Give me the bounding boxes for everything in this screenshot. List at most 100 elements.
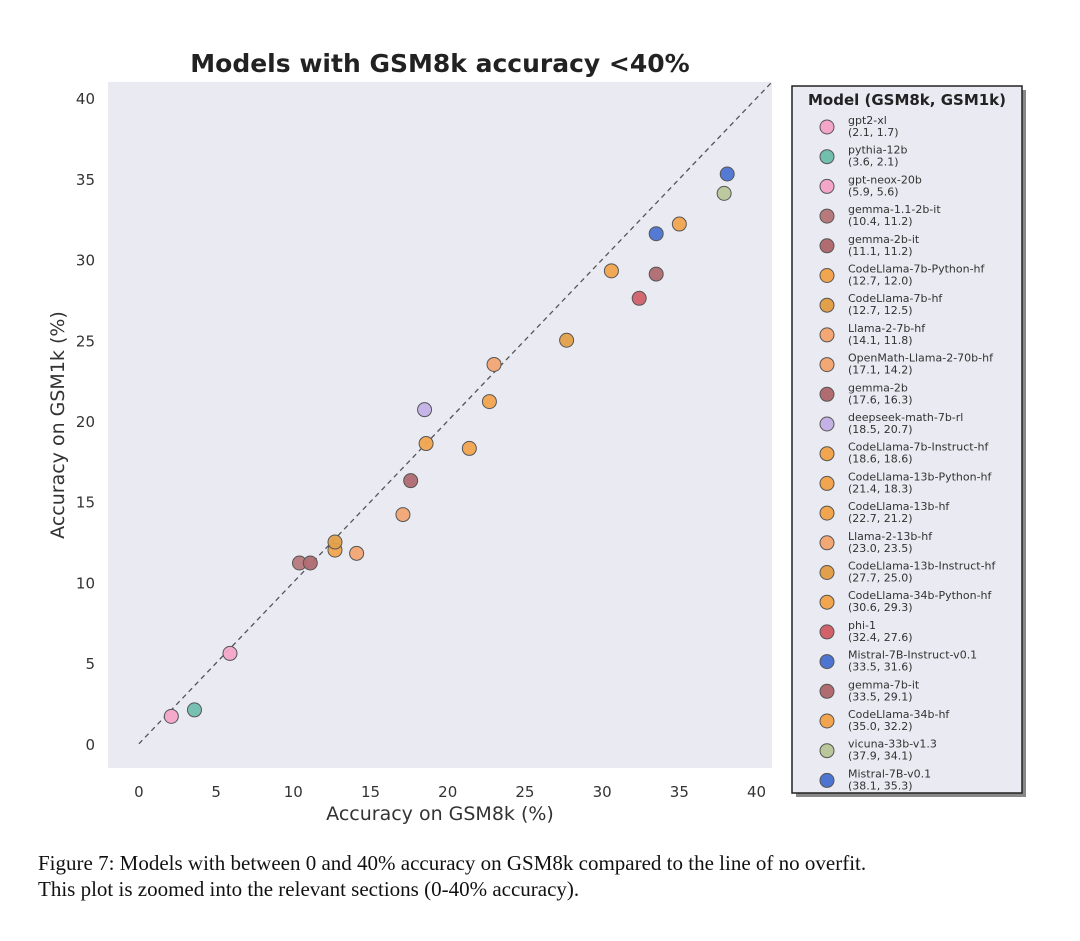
x-tick-labels: 0 5 10 15 20 25 30 35 40 (134, 783, 766, 801)
legend-marker (819, 416, 835, 432)
data-points (163, 166, 735, 724)
legend-model-name: phi-1 (848, 619, 876, 632)
legend-marker (819, 327, 835, 343)
legend-model-values: (12.7, 12.5) (848, 304, 913, 317)
figure-caption: Figure 7: Models with between 0 and 40% … (38, 850, 1068, 902)
legend-model-name: CodeLlama-34b-Python-hf (848, 589, 993, 602)
legend-model-values: (17.1, 14.2) (848, 364, 913, 377)
y-tick-label: 30 (76, 252, 95, 270)
x-tick-label: 20 (438, 783, 457, 801)
x-tick-label: 25 (515, 783, 534, 801)
legend-model-values: (22.7, 21.2) (848, 512, 913, 525)
legend-marker (819, 505, 835, 521)
data-point (349, 545, 365, 561)
legend-model-values: (3.6, 2.1) (848, 156, 899, 169)
data-point (648, 266, 664, 282)
data-point (671, 216, 687, 232)
legend-model-values: (21.4, 18.3) (848, 482, 913, 495)
legend-model-name: gpt-neox-20b (848, 173, 922, 186)
legend-model-values: (18.5, 20.7) (848, 423, 913, 436)
legend-box (791, 85, 1023, 794)
plot-area (108, 82, 772, 768)
data-point (327, 534, 343, 550)
data-point (418, 436, 434, 452)
data-point (716, 185, 732, 201)
legend-model-name: CodeLlama-7b-Instruct-hf (848, 441, 990, 454)
legend-marker (819, 178, 835, 194)
data-point (719, 166, 735, 182)
y-tick-label: 15 (76, 494, 95, 512)
legend-model-values: (2.1, 1.7) (848, 126, 899, 139)
data-point (395, 507, 411, 523)
legend-model-values: (12.7, 12.0) (848, 275, 913, 288)
legend-marker (819, 594, 835, 610)
legend-model-name: CodeLlama-34b-hf (848, 708, 950, 721)
y-tick-label: 10 (76, 574, 95, 592)
legend-model-values: (11.1, 11.2) (848, 245, 913, 258)
legend-marker (819, 446, 835, 462)
legend-marker (819, 208, 835, 224)
data-point (186, 702, 202, 718)
x-tick-label: 30 (593, 783, 612, 801)
scatter-chart: Models with GSM8k accuracy <40% 0 5 10 15 20… (47, 49, 1026, 825)
legend-marker (819, 683, 835, 699)
legend-model-values: (30.6, 29.3) (848, 601, 913, 614)
y-tick-labels: 0 5 10 15 20 25 30 35 40 (76, 90, 95, 754)
legend-model-name: gemma-2b-it (848, 233, 920, 246)
y-tick-label: 40 (76, 90, 95, 108)
x-tick-label: 40 (747, 783, 766, 801)
y-axis-label: Accuracy on GSM1k (%) (47, 311, 69, 539)
legend-marker (819, 386, 835, 402)
data-point (559, 332, 575, 348)
legend-model-name: OpenMath-Llama-2-70b-hf (848, 352, 994, 365)
legend-model-values: (38.1, 35.3) (848, 779, 913, 792)
legend-model-name: CodeLlama-13b-Python-hf (848, 470, 993, 483)
legend-marker (819, 654, 835, 670)
legend-model-name: deepseek-math-7b-rl (848, 411, 963, 424)
legend-model-values: (33.5, 29.1) (848, 690, 913, 703)
legend-marker (819, 475, 835, 491)
x-tick-label: 10 (284, 783, 303, 801)
legend-model-values: (10.4, 11.2) (848, 215, 913, 228)
data-point (302, 555, 318, 571)
legend-model-name: CodeLlama-7b-hf (848, 292, 943, 305)
x-axis-label: Accuracy on GSM8k (%) (326, 803, 554, 825)
legend-model-name: CodeLlama-7b-Python-hf (848, 263, 986, 276)
legend-model-values: (27.7, 25.0) (848, 572, 913, 585)
data-point (603, 263, 619, 279)
data-point (163, 708, 179, 724)
legend-model-values: (33.5, 31.6) (848, 661, 913, 674)
legend-model-name: pythia-12b (848, 144, 908, 157)
legend-model-values: (35.0, 32.2) (848, 720, 913, 733)
x-tick-label: 15 (361, 783, 380, 801)
legend-model-name: gemma-7b-it (848, 678, 920, 691)
legend-marker (819, 297, 835, 313)
chart-title: Models with GSM8k accuracy <40% (190, 49, 689, 78)
legend-model-values: (18.6, 18.6) (848, 453, 913, 466)
data-point (481, 394, 497, 410)
legend-marker (819, 149, 835, 165)
data-point (222, 645, 238, 661)
legend-model-name: Llama-2-7b-hf (848, 322, 926, 335)
legend-marker (819, 268, 835, 283)
data-point (403, 473, 419, 489)
legend-model-name: Mistral-7B-Instruct-v0.1 (848, 649, 977, 662)
legend-title: Model (GSM8k, GSM1k) (808, 91, 1006, 109)
y-tick-label: 5 (85, 655, 95, 673)
legend-marker (819, 535, 835, 551)
data-point (461, 440, 477, 456)
data-point (648, 226, 664, 242)
legend: Model (GSM8k, GSM1k) gpt2-xl(2.1, 1.7) py… (791, 85, 1026, 797)
legend-model-name: gemma-2b (848, 381, 908, 394)
y-tick-label: 25 (76, 332, 95, 350)
legend-model-name: CodeLlama-13b-hf (848, 500, 950, 513)
caption-line-1: Figure 7: Models with between 0 and 40% … (38, 851, 867, 875)
legend-marker (819, 565, 835, 580)
legend-model-name: Llama-2-13b-hf (848, 530, 933, 543)
legend-model-values: (23.0, 23.5) (848, 542, 913, 555)
legend-marker (819, 772, 835, 788)
legend-model-values: (17.6, 16.3) (848, 393, 913, 406)
legend-model-name: gemma-1.1-2b-it (848, 203, 941, 216)
x-tick-label: 35 (670, 783, 689, 801)
legend-items: gpt2-xl(2.1, 1.7) pythia-12b(3.6, 2.1) gpt… (819, 114, 997, 792)
